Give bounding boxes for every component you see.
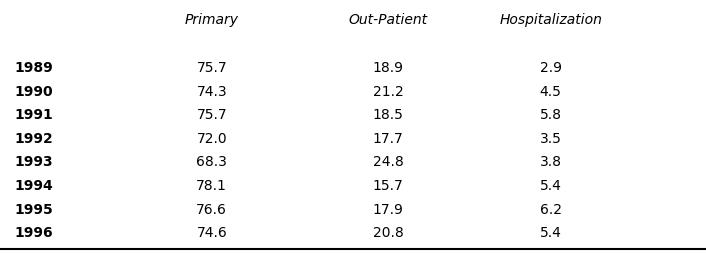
Text: 1991: 1991 (14, 108, 53, 122)
Text: 3.5: 3.5 (540, 132, 561, 146)
Text: Primary: Primary (185, 13, 239, 27)
Text: 1990: 1990 (14, 85, 53, 99)
Text: Out-Patient: Out-Patient (349, 13, 428, 27)
Text: 24.8: 24.8 (373, 155, 404, 169)
Text: 1995: 1995 (14, 203, 53, 217)
Text: 17.9: 17.9 (373, 203, 404, 217)
Text: 74.3: 74.3 (196, 85, 227, 99)
Text: 3.8: 3.8 (539, 155, 562, 169)
Text: 1992: 1992 (14, 132, 53, 146)
Text: 1994: 1994 (14, 179, 53, 193)
Text: 75.7: 75.7 (196, 108, 227, 122)
Text: 21.2: 21.2 (373, 85, 404, 99)
Text: 72.0: 72.0 (196, 132, 227, 146)
Text: 17.7: 17.7 (373, 132, 404, 146)
Text: 4.5: 4.5 (540, 85, 561, 99)
Text: 2.9: 2.9 (539, 61, 562, 75)
Text: 68.3: 68.3 (196, 155, 227, 169)
Text: 5.4: 5.4 (540, 226, 561, 240)
Text: 78.1: 78.1 (196, 179, 227, 193)
Text: 76.6: 76.6 (196, 203, 227, 217)
Text: 1996: 1996 (14, 226, 53, 240)
Text: 1993: 1993 (14, 155, 53, 169)
Text: 6.2: 6.2 (539, 203, 562, 217)
Text: 18.5: 18.5 (373, 108, 404, 122)
Text: 18.9: 18.9 (373, 61, 404, 75)
Text: 15.7: 15.7 (373, 179, 404, 193)
Text: 20.8: 20.8 (373, 226, 404, 240)
Text: 75.7: 75.7 (196, 61, 227, 75)
Text: 5.4: 5.4 (540, 179, 561, 193)
Text: Hospitalization: Hospitalization (499, 13, 602, 27)
Text: 5.8: 5.8 (539, 108, 562, 122)
Text: 1989: 1989 (14, 61, 53, 75)
Text: 74.6: 74.6 (196, 226, 227, 240)
